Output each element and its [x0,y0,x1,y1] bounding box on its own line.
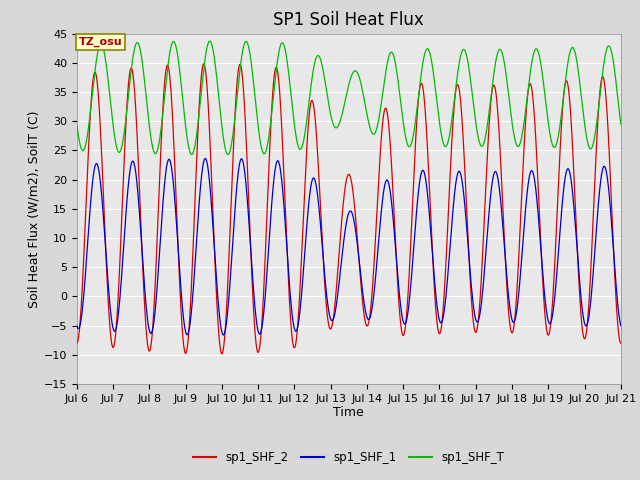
Line: sp1_SHF_T: sp1_SHF_T [77,41,621,155]
sp1_SHF_2 [502,272,510,278]
Text: TZ_osu: TZ_osu [79,36,122,47]
sp1_SHF_1 [287,299,294,304]
sp1_SHF_1 [502,266,510,272]
sp1_SHF_T [224,152,232,157]
sp1_SHF_1 [73,323,81,329]
Legend: sp1_SHF_2, sp1_SHF_1, sp1_SHF_T: sp1_SHF_2, sp1_SHF_1, sp1_SHF_T [188,447,509,469]
sp1_SHF_1 [522,198,530,204]
sp1_SHF_1 [617,323,625,329]
sp1_SHF_T [522,102,530,108]
sp1_SHF_2 [287,320,294,326]
sp1_SHF_2 [200,61,207,67]
Y-axis label: Soil Heat Flux (W/m2), SoilT (C): Soil Heat Flux (W/m2), SoilT (C) [28,110,41,308]
Title: SP1 Soil Heat Flux: SP1 Soil Heat Flux [273,11,424,29]
sp1_SHF_T [617,121,625,127]
sp1_SHF_1 [220,332,227,338]
sp1_SHF_2 [481,200,489,205]
sp1_SHF_1 [481,260,489,265]
sp1_SHF_2 [617,340,625,346]
Line: sp1_SHF_1: sp1_SHF_1 [77,158,621,335]
sp1_SHF_2 [73,340,81,346]
sp1_SHF_T [287,90,294,96]
sp1_SHF_2 [508,329,515,335]
sp1_SHF_2 [218,351,226,357]
Line: sp1_SHF_2: sp1_SHF_2 [77,64,621,354]
sp1_SHF_1 [202,156,209,161]
sp1_SHF_2 [522,108,530,114]
sp1_SHF_1 [508,314,515,320]
sp1_SHF_T [502,72,510,78]
sp1_SHF_1 [302,233,310,239]
sp1_SHF_T [73,121,81,127]
sp1_SHF_T [206,38,214,44]
sp1_SHF_T [481,135,489,141]
sp1_SHF_T [508,115,515,120]
sp1_SHF_T [302,123,310,129]
sp1_SHF_2 [302,159,310,165]
X-axis label: Time: Time [333,407,364,420]
